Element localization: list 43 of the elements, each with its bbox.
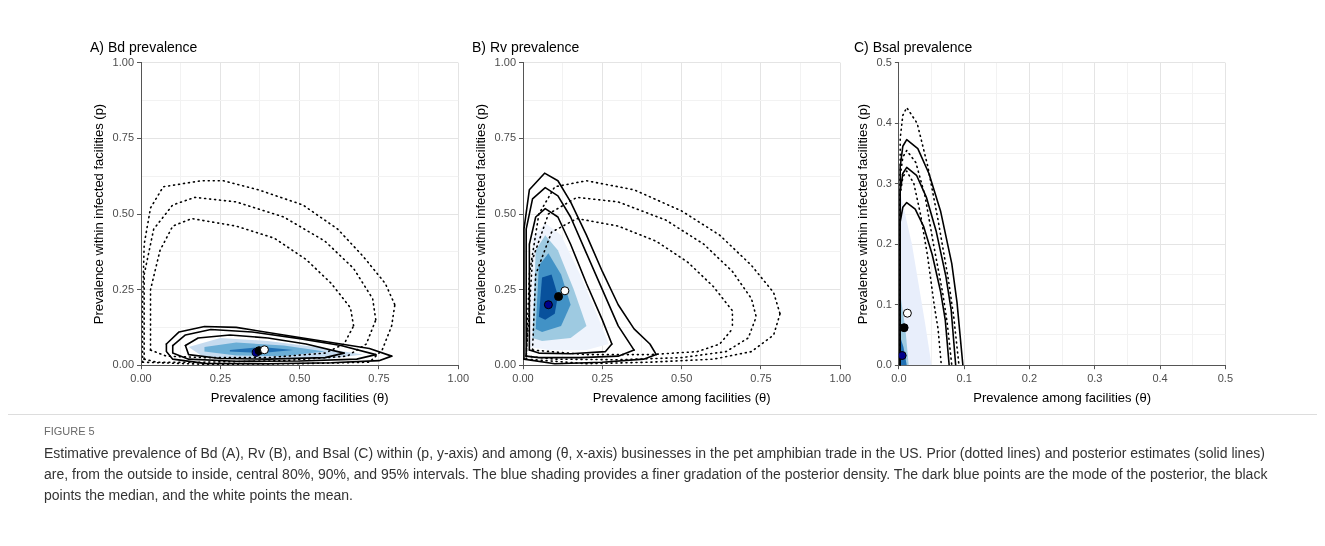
x-tick-label: 0.00	[130, 371, 152, 384]
y-tick-label: 0.00	[494, 358, 517, 371]
y-tick-label: 1.00	[494, 55, 517, 68]
x-tick-label: 0.75	[368, 371, 390, 384]
x-tick-label: 0.25	[591, 371, 614, 384]
y-tick-label: 0.00	[112, 358, 135, 371]
chart-title: A) Bd prevalence	[90, 39, 198, 56]
x-tick-label: 0.2	[1021, 371, 1038, 384]
y-axis-title: Prevalence within infected facilities (p)	[91, 103, 107, 325]
x-tick-label: 0.1	[956, 371, 972, 384]
y-tick-label: 0.75	[494, 131, 517, 144]
y-tick-label: 0.1	[876, 297, 892, 310]
x-axis-title: Prevalence among facilities (θ)	[592, 389, 771, 405]
x-tick-label: 0.0	[891, 371, 907, 384]
x-tick-label: 0.50	[670, 371, 693, 384]
y-tick-label: 0.50	[112, 207, 135, 220]
x-tick-label: 0.75	[750, 371, 772, 384]
chart-title: C) Bsal prevalence	[854, 39, 973, 56]
text: Estimative prevalence of Bd (A), Rv (B), and Bsal (C) within (p, y-axis) and among (θ, x-axis) businesses in the pet amphibian trade in the US. Prior (dotted lines) and posterior estimates (solid lines) are, from the outside to inside, central 80%, 90%, and 95% intervals. The blue shading provides a finer gradation of the posterior density. The dark blue points are the mode of the posterior, the black points the median, and the white points the mean.	[44, 444, 1269, 505]
text: FIGURE 5	[44, 425, 96, 437]
x-tick-label: 0.25	[209, 371, 232, 384]
y-tick-label: 0.3	[876, 176, 892, 189]
y-tick-label: 0.75	[112, 131, 135, 144]
y-axis-title: Prevalence within infected facilities (p)	[473, 103, 489, 325]
y-axis-title: Prevalence within infected facilities (p)	[855, 103, 871, 325]
chart-title: B) Rv prevalence	[472, 39, 580, 56]
y-tick-label: 1.00	[112, 55, 135, 68]
x-tick-label: 1.00	[447, 371, 470, 384]
y-tick-label: 0.25	[494, 282, 517, 295]
x-tick-label: 0.5	[1217, 371, 1233, 384]
x-tick-label: 1.00	[829, 371, 852, 384]
x-axis-title: Prevalence among facilities (θ)	[973, 389, 1151, 405]
y-tick-label: 0.0	[876, 358, 892, 371]
y-tick-label: 0.2	[876, 237, 892, 250]
x-tick-label: 0.00	[512, 371, 534, 384]
y-tick-label: 0.4	[876, 116, 892, 129]
y-tick-label: 0.25	[112, 282, 135, 295]
y-tick-label: 0.5	[876, 55, 892, 68]
x-tick-label: 0.4	[1152, 371, 1168, 384]
x-tick-label: 0.3	[1087, 371, 1103, 384]
y-tick-label: 0.50	[494, 207, 517, 220]
x-tick-label: 0.50	[288, 371, 311, 384]
x-axis-title: Prevalence among facilities (θ)	[210, 389, 389, 405]
